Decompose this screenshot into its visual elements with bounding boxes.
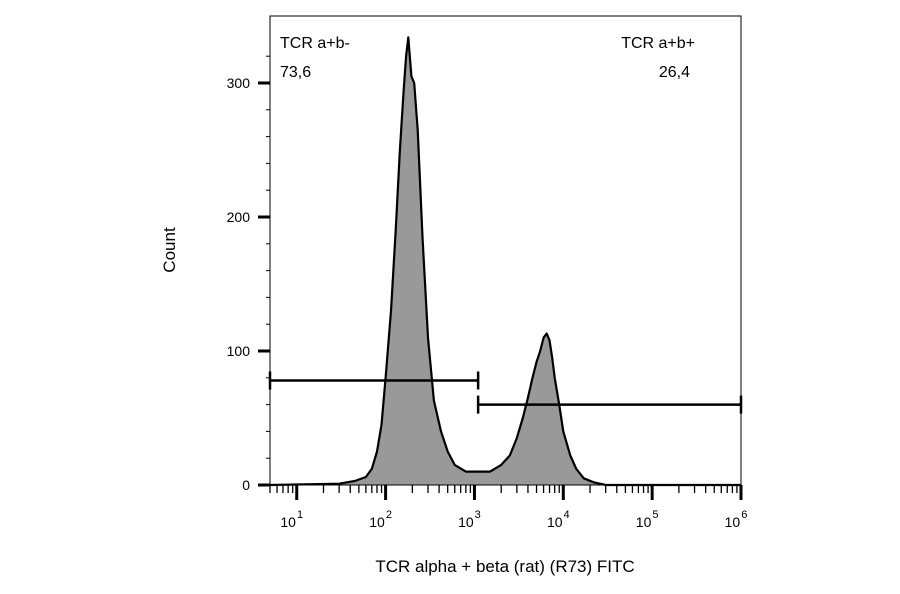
gate-label-negative: TCR a+b- <box>280 35 350 52</box>
x-axis: 101 102 103 104 105 106 <box>269 485 748 530</box>
x-tick-label: 104 <box>547 509 570 530</box>
histogram-fill-0 <box>270 37 741 486</box>
gate-percent-positive: 26,4 <box>659 64 690 81</box>
y-tick-label: 100 <box>227 343 251 359</box>
y-tick-label: 0 <box>242 477 250 493</box>
y-tick-label: 200 <box>227 209 251 225</box>
plot-frame <box>269 15 742 486</box>
x-tick-label: 101 <box>280 509 303 530</box>
x-tick-label: 105 <box>636 509 659 530</box>
gate-percent-negative: 73,6 <box>280 64 311 81</box>
x-tick-label: 103 <box>458 509 481 530</box>
x-tick-label: 106 <box>725 509 748 530</box>
x-axis-label: TCR alpha + beta (rat) (R73) FITC <box>375 557 634 576</box>
y-axis-label: Count <box>160 227 179 273</box>
gate-label-positive: TCR a+b+ <box>621 35 695 52</box>
gate-layer <box>268 371 743 414</box>
x-tick-label: 102 <box>369 509 392 530</box>
y-tick-label: 300 <box>227 75 251 91</box>
histogram-outline-0 <box>269 36 741 487</box>
histogram-area-layer <box>269 36 741 487</box>
y-axis: 0 100 200 300 <box>227 55 270 493</box>
